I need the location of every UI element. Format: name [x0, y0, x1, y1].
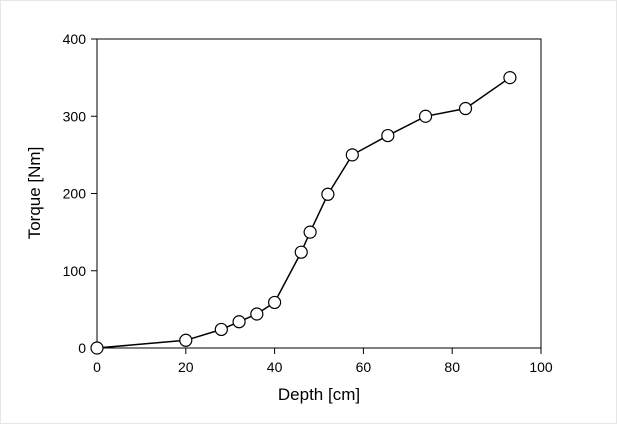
y-tick-label: 400: [63, 31, 87, 47]
data-point: [458, 101, 473, 116]
data-point: [345, 148, 359, 162]
data-point: [90, 341, 104, 355]
x-tick-label: 40: [267, 359, 283, 375]
data-point: [179, 333, 193, 347]
axis-ticks: [91, 38, 542, 354]
x-tick-labels: 0 20 40 60 80 100: [93, 359, 553, 375]
data-point: [503, 71, 517, 85]
x-tick-label: 0: [93, 359, 101, 375]
data-point: [381, 128, 395, 143]
x-tick-label: 100: [529, 359, 553, 375]
data-point: [268, 295, 282, 310]
series-line: [96, 76, 511, 349]
data-point: [214, 322, 228, 337]
x-axis-label: Depth [cm]: [278, 385, 360, 404]
data-point: [294, 245, 308, 259]
data-point: [418, 109, 433, 123]
x-tick-label: 20: [178, 359, 194, 375]
y-axis-label: Torque [Nm]: [25, 147, 44, 240]
data-point: [303, 225, 317, 239]
y-tick-label: 100: [63, 263, 87, 279]
data-point: [232, 315, 246, 329]
data-points: [90, 71, 517, 355]
x-tick-label: 60: [356, 359, 372, 375]
y-tick-label: 0: [78, 340, 86, 356]
y-tick-labels: 0 100 200 300 400: [63, 31, 87, 356]
data-point: [321, 187, 335, 201]
y-tick-label: 200: [63, 186, 87, 202]
data-point: [250, 307, 264, 321]
plot-area-frame: [96, 38, 542, 349]
x-tick-label: 80: [444, 359, 460, 375]
y-tick-label: 300: [63, 108, 87, 124]
